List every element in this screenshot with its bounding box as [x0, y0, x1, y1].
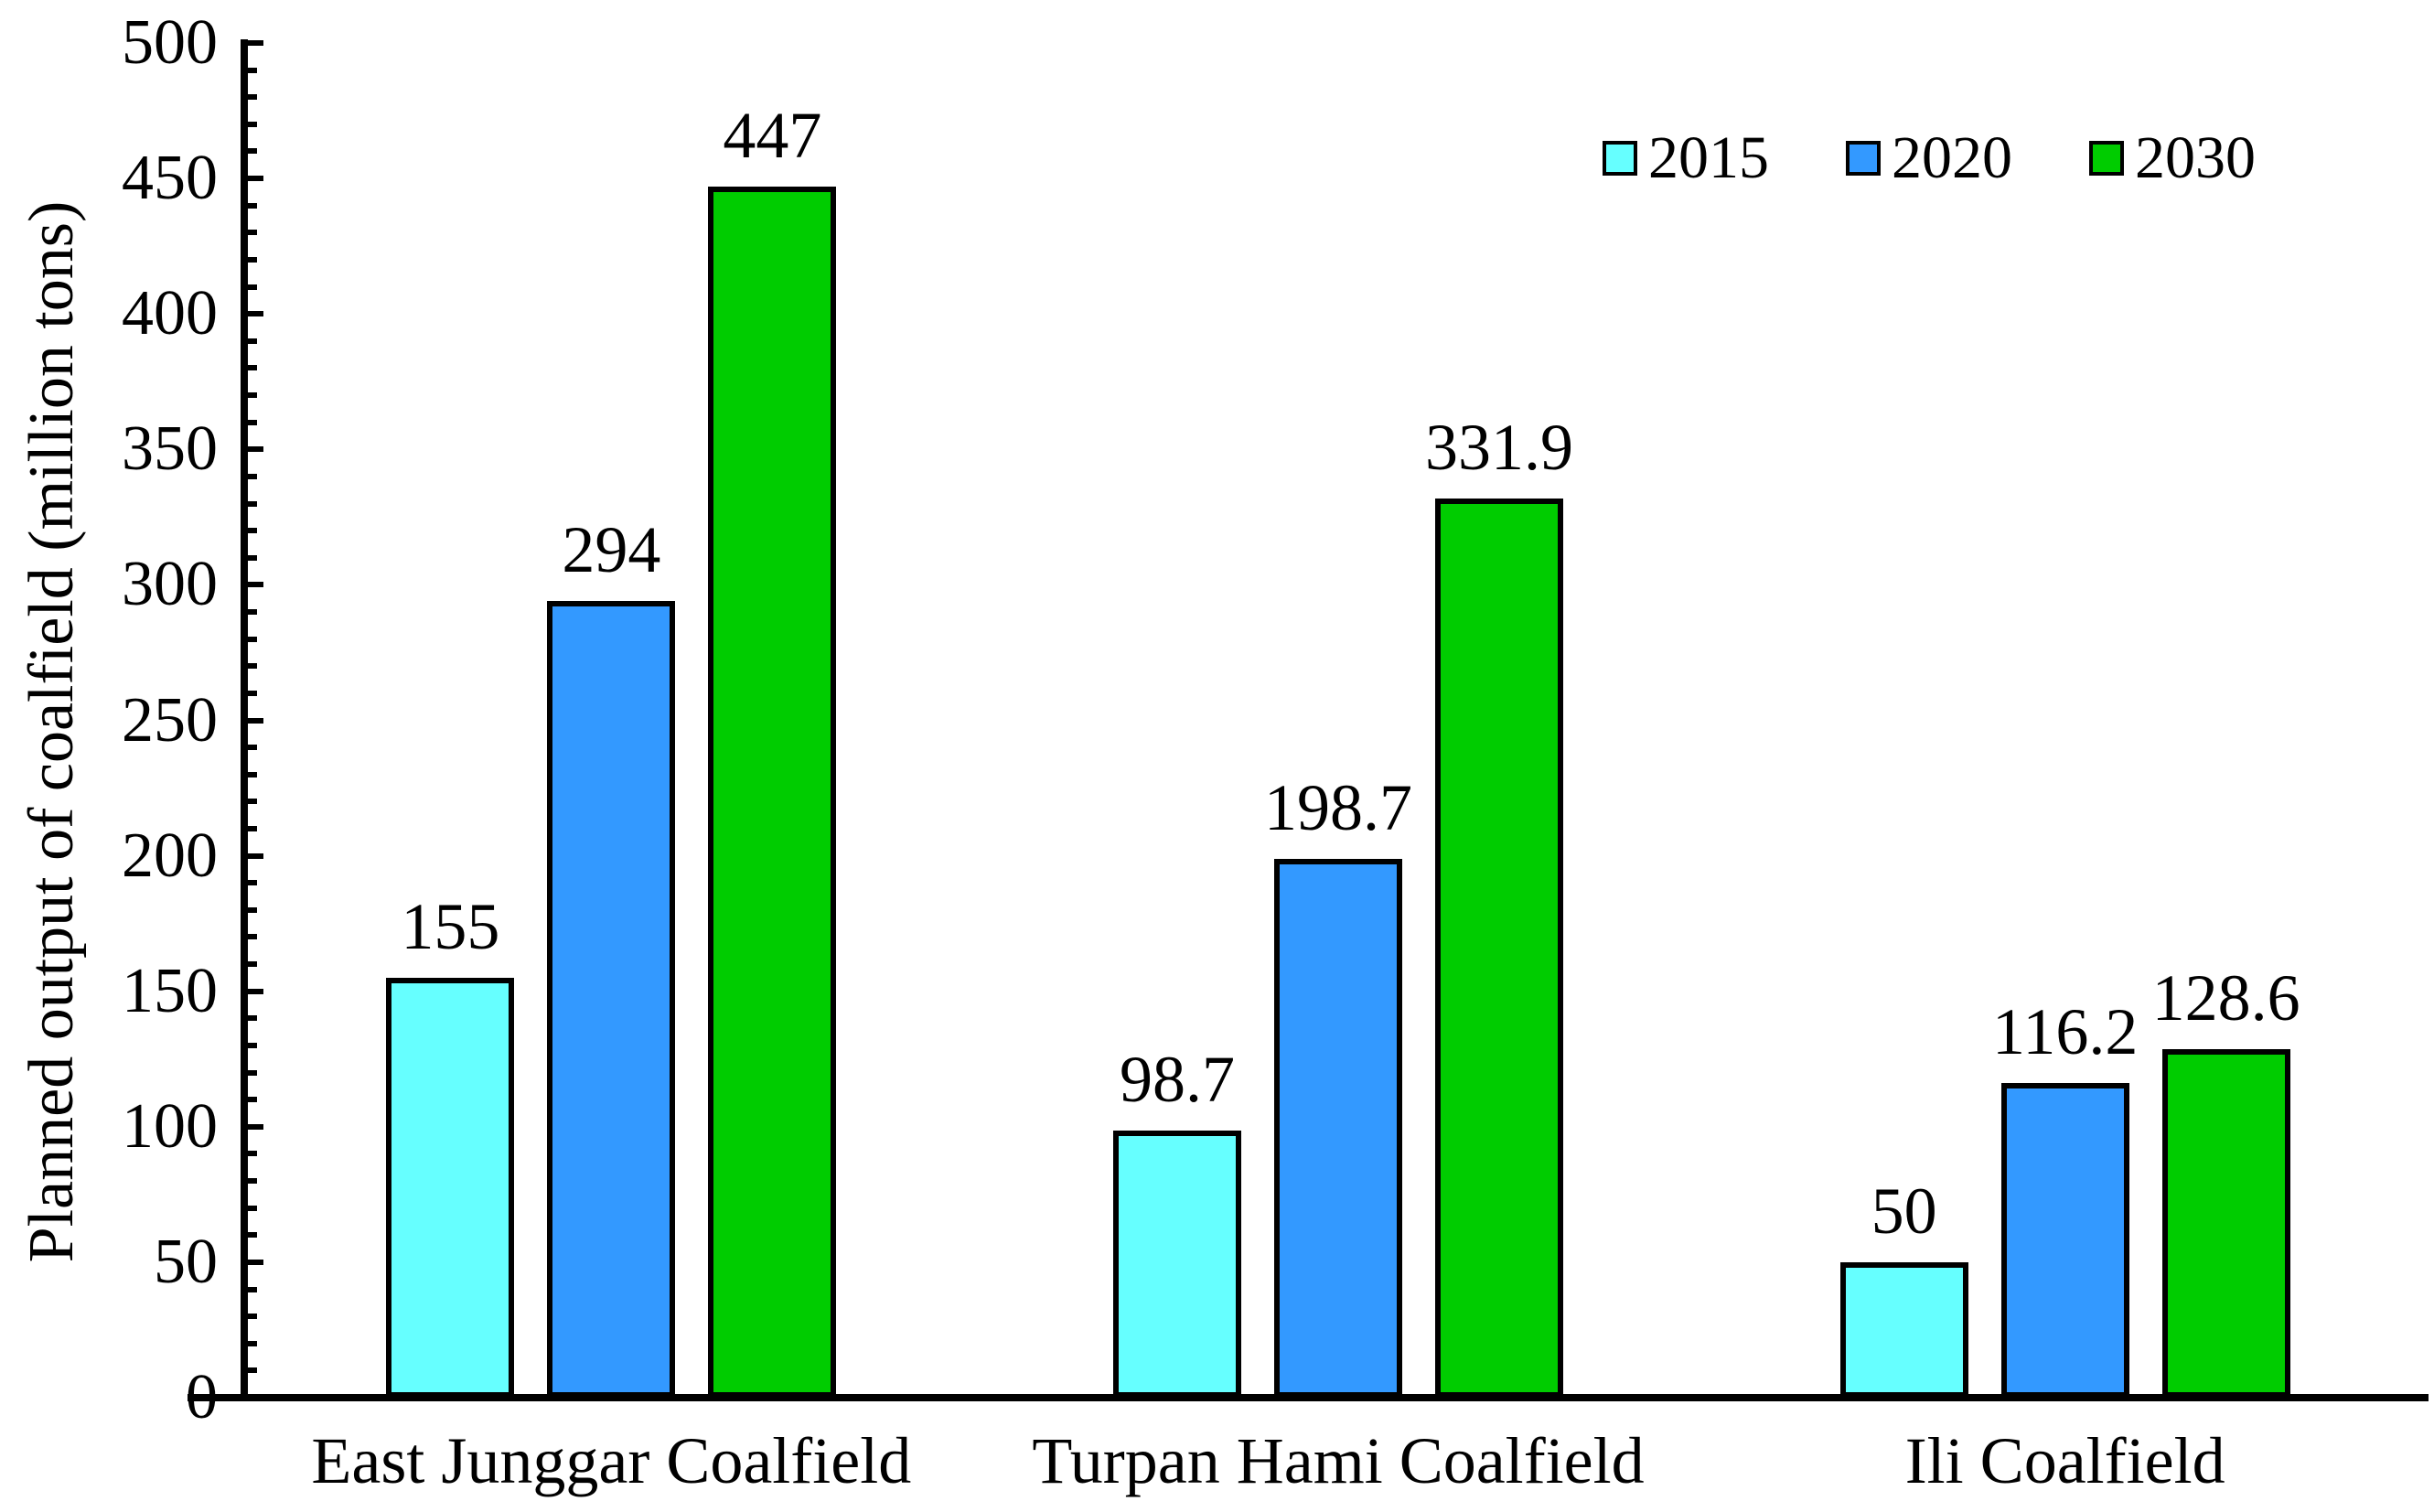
bar-value-label: 331.9 — [1425, 410, 1573, 484]
category-label: Ili Coalfield — [1904, 1424, 2225, 1497]
bar-value-label: 198.7 — [1264, 771, 1412, 845]
bar-value-label: 98.7 — [1120, 1042, 1235, 1116]
y-axis-line — [241, 39, 248, 1401]
y-tick-minor — [248, 1015, 257, 1022]
y-tick-minor — [248, 554, 257, 561]
y-tick-minor — [248, 609, 257, 616]
y-tick-minor — [248, 528, 257, 534]
y-tick-minor — [248, 1286, 257, 1292]
y-tick-minor — [248, 880, 257, 886]
y-tick-minor — [248, 230, 257, 236]
y-tick-label: 150 — [122, 955, 218, 1026]
y-tick-minor — [248, 1069, 257, 1076]
y-tick-minor — [248, 1042, 257, 1048]
y-tick-minor — [248, 1314, 257, 1320]
y-tick-label: 250 — [122, 684, 218, 756]
category-label: East Junggar Coalfield — [311, 1424, 912, 1497]
bar-2020-1 — [547, 601, 676, 1398]
y-tick-minor — [248, 906, 257, 913]
y-tick-minor — [248, 419, 257, 425]
y-tick-label: 350 — [122, 413, 218, 485]
bar-2020-3 — [2000, 1082, 2129, 1398]
y-tick-minor — [248, 1232, 257, 1239]
y-tick-minor — [248, 745, 257, 751]
y-tick-label: 0 — [186, 1362, 218, 1432]
y-tick-minor — [248, 284, 257, 290]
y-tick-major — [248, 853, 263, 859]
y-tick-label: 400 — [122, 278, 218, 349]
bar-2015-3 — [1839, 1261, 1968, 1398]
y-tick-minor — [248, 1151, 257, 1157]
y-tick-minor — [248, 338, 257, 344]
y-tick-major — [248, 1395, 263, 1400]
y-tick-major — [248, 311, 263, 317]
y-tick-minor — [248, 1205, 257, 1211]
legend-swatch-2015 — [1603, 141, 1637, 176]
bar-2015-2 — [1113, 1130, 1241, 1398]
bar-value-label: 50 — [1871, 1174, 1937, 1248]
bar-value-label: 155 — [401, 889, 500, 963]
y-tick-minor — [248, 690, 257, 696]
legend-item-2015: 2015 — [1603, 128, 1769, 188]
y-tick-minor — [248, 825, 257, 831]
y-tick-minor — [248, 148, 257, 155]
y-tick-major — [248, 40, 263, 46]
y-tick-major — [248, 176, 263, 182]
y-tick-major — [248, 717, 263, 724]
y-tick-minor — [248, 202, 257, 209]
y-tick-label: 450 — [122, 143, 218, 214]
bar-2030-1 — [708, 186, 837, 1398]
y-tick-minor — [248, 473, 257, 479]
bar-2020-2 — [1274, 859, 1402, 1398]
bar-value-label: 447 — [723, 98, 822, 172]
legend-label: 2015 — [1648, 124, 1769, 191]
y-tick-label: 200 — [122, 820, 218, 891]
y-tick-major — [248, 1123, 263, 1130]
y-tick-major — [248, 582, 263, 588]
y-tick-minor — [248, 500, 257, 507]
y-tick-minor — [248, 636, 257, 642]
y-tick-label: 50 — [154, 1226, 218, 1297]
bar-2030-3 — [2161, 1049, 2290, 1398]
y-tick-label: 500 — [122, 7, 218, 78]
y-tick-minor — [248, 1178, 257, 1185]
category-label: Turpan Hami Coalfield — [1032, 1424, 1645, 1497]
y-tick-minor — [248, 771, 257, 777]
y-tick-minor — [248, 67, 257, 73]
y-tick-minor — [248, 256, 257, 263]
y-tick-major — [248, 988, 263, 994]
legend-swatch-2030 — [2089, 141, 2124, 176]
y-tick-label: 300 — [122, 549, 218, 620]
legend-item-2020: 2020 — [1846, 128, 2012, 188]
y-tick-minor — [248, 1367, 257, 1374]
y-tick-minor — [248, 663, 257, 670]
y-tick-major — [248, 446, 263, 453]
legend-swatch-2020 — [1846, 141, 1881, 176]
y-tick-minor — [248, 934, 257, 940]
y-tick-minor — [248, 121, 257, 127]
y-tick-minor — [248, 961, 257, 968]
bar-value-label: 128.6 — [2151, 961, 2300, 1035]
legend-label: 2030 — [2135, 124, 2256, 191]
y-tick-label: 100 — [122, 1090, 218, 1162]
bar-value-label: 116.2 — [1991, 994, 2139, 1068]
bar-value-label: 294 — [562, 513, 661, 587]
y-tick-minor — [248, 392, 257, 399]
legend: 2015 2020 2030 — [1603, 128, 2256, 188]
y-tick-minor — [248, 799, 257, 805]
y-tick-minor — [248, 1097, 257, 1103]
legend-label: 2020 — [1892, 124, 2012, 191]
bar-2015-1 — [386, 977, 515, 1398]
x-axis-line — [188, 1394, 2429, 1401]
legend-item-2030: 2030 — [2089, 128, 2256, 188]
bar-2030-2 — [1435, 498, 1563, 1398]
y-tick-minor — [248, 365, 257, 371]
y-tick-major — [248, 1259, 263, 1265]
y-tick-minor — [248, 94, 257, 101]
y-tick-minor — [248, 1340, 257, 1346]
